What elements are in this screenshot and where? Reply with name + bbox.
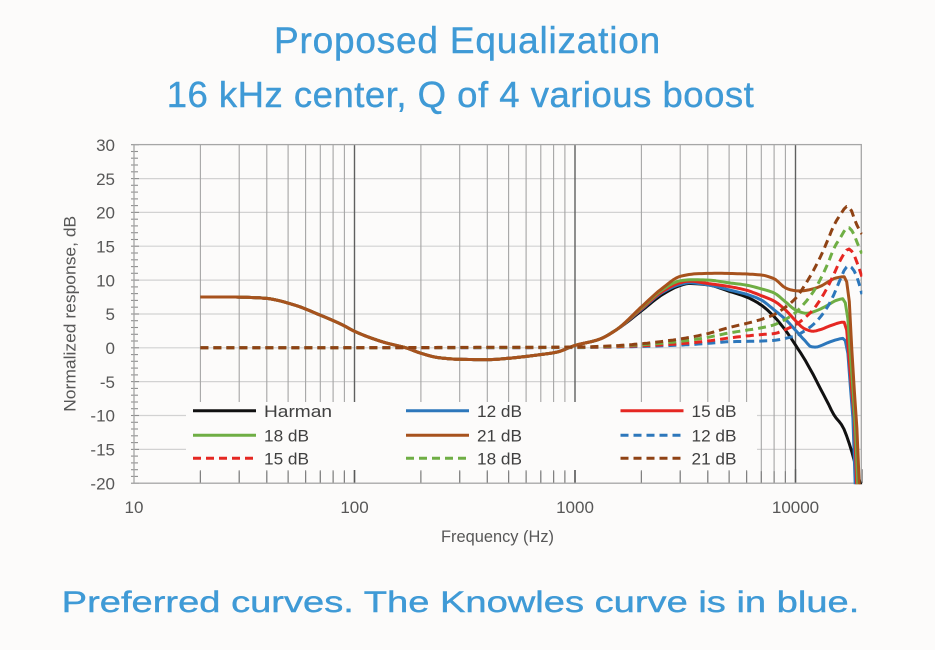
svg-text:100: 100 <box>340 498 368 517</box>
svg-text:-10: -10 <box>90 407 115 426</box>
svg-text:18 dB: 18 dB <box>477 450 522 469</box>
svg-text:15: 15 <box>96 237 115 256</box>
svg-text:0: 0 <box>106 339 115 358</box>
svg-text:5: 5 <box>106 305 115 324</box>
svg-text:10: 10 <box>96 271 115 290</box>
svg-text:15 dB: 15 dB <box>692 402 737 421</box>
svg-text:-5: -5 <box>100 373 115 392</box>
svg-text:25: 25 <box>96 170 115 189</box>
svg-text:Frequency (Hz): Frequency (Hz) <box>441 528 554 546</box>
svg-text:12 dB: 12 dB <box>477 402 522 421</box>
svg-text:12 dB: 12 dB <box>692 427 737 446</box>
svg-text:18 dB: 18 dB <box>264 427 309 446</box>
svg-text:21 dB: 21 dB <box>692 450 737 469</box>
svg-text:21 dB: 21 dB <box>477 427 522 446</box>
svg-text:10: 10 <box>125 498 144 517</box>
svg-text:-20: -20 <box>90 474 115 493</box>
svg-text:Harman: Harman <box>264 402 332 421</box>
svg-text:-15: -15 <box>90 441 115 460</box>
svg-text:Normalized response, dB: Normalized response, dB <box>61 216 80 412</box>
svg-text:10000: 10000 <box>772 498 819 517</box>
svg-text:15 dB: 15 dB <box>264 450 309 469</box>
svg-text:30: 30 <box>96 136 115 155</box>
svg-text:20: 20 <box>96 204 115 223</box>
svg-text:1000: 1000 <box>556 498 594 517</box>
